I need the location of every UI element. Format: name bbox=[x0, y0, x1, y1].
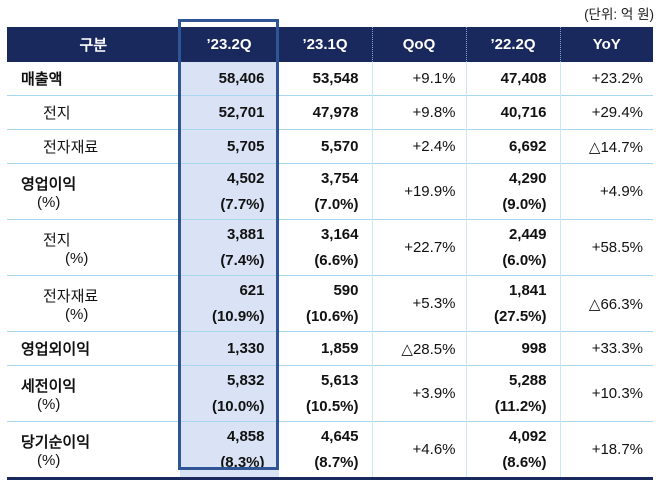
cell-23-2q: 5,705 bbox=[179, 129, 278, 164]
cell-yoy: +33.3% bbox=[559, 331, 653, 366]
cell-qoq: +9.1% bbox=[371, 62, 466, 96]
cell-23-1q: 47,978 bbox=[277, 95, 372, 130]
table-row-0: 매출액 58,406 53,548 +9.1% 47,408 +23.2% bbox=[7, 62, 653, 96]
cell-23-1q: 3,164 (6.6%) bbox=[277, 219, 372, 276]
cell-23-2q: 58,406 bbox=[179, 62, 278, 96]
cell-yoy: +4.9% bbox=[559, 163, 653, 220]
header-row: 구분 ’23.2Q ’23.1Q QoQ ’22.2Q YoY bbox=[7, 27, 653, 62]
table-row-4: 전지 (%) 3,881 (7.4%) 3,164 (6.6%) +22.7% 2,449 (6… bbox=[7, 219, 653, 276]
cell-23-1q: 1,859 bbox=[277, 331, 372, 366]
cell-qoq: +4.6% bbox=[371, 421, 466, 479]
table-header: 구분 ’23.2Q ’23.1Q QoQ ’22.2Q YoY bbox=[7, 27, 653, 62]
cell-22-2q: 2,449 (6.0%) bbox=[465, 219, 560, 276]
cell-22-2q: 4,092 (8.6%) bbox=[465, 421, 560, 479]
column-header-5: YoY bbox=[559, 27, 653, 62]
cell-23-2q: 5,832 (10.0%) bbox=[179, 365, 278, 422]
table-row-7: 세전이익 (%) 5,832 (10.0%) 5,613 (10.5%) +3.9% 5,28… bbox=[7, 365, 653, 422]
cell-23-1q: 53,548 bbox=[277, 62, 372, 96]
cell-22-2q: 1,841 (27.5%) bbox=[465, 275, 560, 332]
cell-yoy: +18.7% bbox=[559, 421, 653, 479]
table-row-5: 전자재료 (%) 621 (10.9%) 590 (10.6%) +5.3% 1,841 (27… bbox=[7, 275, 653, 332]
cell-23-2q: 4,858 (8.3%) bbox=[179, 421, 278, 479]
cell-22-2q: 4,290 (9.0%) bbox=[465, 163, 560, 220]
cell-yoy: △14.7% bbox=[559, 129, 653, 164]
table-row-8: 당기순이익 (%) 4,858 (8.3%) 4,645 (8.7%) +4.6% 4,092… bbox=[7, 421, 653, 479]
table-row-6: 영업외이익 1,330 1,859 △28.5% 998 +33.3% bbox=[7, 331, 653, 366]
cell-qoq: +2.4% bbox=[371, 129, 466, 164]
cell-qoq: △28.5% bbox=[371, 331, 466, 366]
cell-category: 영업외이익 bbox=[7, 331, 180, 366]
table-row-2: 전자재료 5,705 5,570 +2.4% 6,692 △14.7% bbox=[7, 129, 653, 164]
cell-category: 영업이익 (%) bbox=[7, 163, 180, 220]
cell-22-2q: 998 bbox=[465, 331, 560, 366]
cell-23-1q: 3,754 (7.0%) bbox=[277, 163, 372, 220]
cell-23-2q: 621 (10.9%) bbox=[179, 275, 278, 332]
cell-23-2q: 3,881 (7.4%) bbox=[179, 219, 278, 276]
column-header-3: QoQ bbox=[371, 27, 466, 62]
cell-qoq: +9.8% bbox=[371, 95, 466, 130]
unit-label: (단위: 억 원) bbox=[584, 7, 654, 22]
cell-category: 당기순이익 (%) bbox=[7, 421, 180, 479]
cell-22-2q: 40,716 bbox=[465, 95, 560, 130]
cell-23-1q: 4,645 (8.7%) bbox=[277, 421, 372, 479]
cell-23-1q: 5,570 bbox=[277, 129, 372, 164]
cell-category: 전지 bbox=[7, 95, 180, 130]
cell-22-2q: 47,408 bbox=[465, 62, 560, 96]
column-header-2: ’23.1Q bbox=[277, 27, 372, 62]
cell-23-2q: 4,502 (7.7%) bbox=[179, 163, 278, 220]
table-body: 매출액 58,406 53,548 +9.1% 47,408 +23.2% 전지 52,701… bbox=[7, 62, 653, 479]
cell-qoq: +5.3% bbox=[371, 275, 466, 332]
column-header-1: ’23.2Q bbox=[179, 27, 278, 62]
cell-category: 전자재료 (%) bbox=[7, 275, 180, 332]
cell-qoq: +19.9% bbox=[371, 163, 466, 220]
cell-23-2q: 1,330 bbox=[179, 331, 278, 366]
cell-category: 전자재료 bbox=[7, 129, 180, 164]
cell-23-1q: 590 (10.6%) bbox=[277, 275, 372, 332]
table-row-3: 영업이익 (%) 4,502 (7.7%) 3,754 (7.0%) +19.9% 4,290… bbox=[7, 163, 653, 220]
column-header-0: 구분 bbox=[7, 27, 180, 62]
cell-yoy: +23.2% bbox=[559, 62, 653, 96]
column-header-4: ’22.2Q bbox=[465, 27, 560, 62]
cell-yoy: +58.5% bbox=[559, 219, 653, 276]
cell-22-2q: 6,692 bbox=[465, 129, 560, 164]
table-row-1: 전지 52,701 47,978 +9.8% 40,716 +29.4% bbox=[7, 95, 653, 130]
cell-23-1q: 5,613 (10.5%) bbox=[277, 365, 372, 422]
cell-category: 전지 (%) bbox=[7, 219, 180, 276]
cell-qoq: +22.7% bbox=[371, 219, 466, 276]
cell-23-2q: 52,701 bbox=[179, 95, 278, 130]
quarterly-earnings-table: 구분 ’23.2Q ’23.1Q QoQ ’22.2Q YoY 매출액 58,406 53,5… bbox=[7, 27, 653, 480]
cell-qoq: +3.9% bbox=[371, 365, 466, 422]
cell-22-2q: 5,288 (11.2%) bbox=[465, 365, 560, 422]
cell-yoy: +10.3% bbox=[559, 365, 653, 422]
cell-yoy: △66.3% bbox=[559, 275, 653, 332]
cell-category: 매출액 bbox=[7, 62, 180, 96]
cell-category: 세전이익 (%) bbox=[7, 365, 180, 422]
cell-yoy: +29.4% bbox=[559, 95, 653, 130]
